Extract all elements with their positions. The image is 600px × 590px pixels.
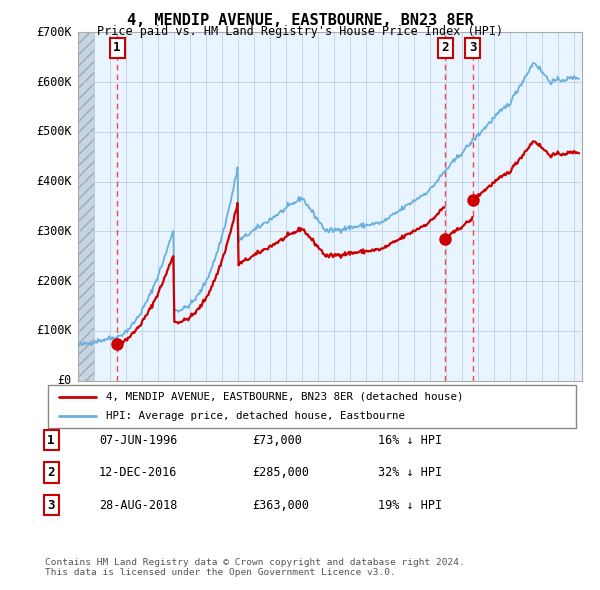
Text: Contains HM Land Registry data © Crown copyright and database right 2024.
This d: Contains HM Land Registry data © Crown c… <box>45 558 465 577</box>
Text: £300K: £300K <box>37 225 72 238</box>
Text: 1: 1 <box>113 41 121 54</box>
Text: £0: £0 <box>58 374 72 387</box>
Text: 2: 2 <box>442 41 449 54</box>
Text: £73,000: £73,000 <box>252 434 302 447</box>
Text: 32% ↓ HPI: 32% ↓ HPI <box>378 466 442 479</box>
Text: £400K: £400K <box>37 175 72 188</box>
Text: 12-DEC-2016: 12-DEC-2016 <box>99 466 178 479</box>
Text: £600K: £600K <box>37 76 72 88</box>
Text: 4, MENDIP AVENUE, EASTBOURNE, BN23 8ER: 4, MENDIP AVENUE, EASTBOURNE, BN23 8ER <box>127 13 473 28</box>
Text: HPI: Average price, detached house, Eastbourne: HPI: Average price, detached house, East… <box>106 411 405 421</box>
Bar <box>78 32 94 381</box>
Text: 3: 3 <box>469 41 476 54</box>
Text: £500K: £500K <box>37 126 72 139</box>
Text: 1: 1 <box>47 434 55 447</box>
Text: 16% ↓ HPI: 16% ↓ HPI <box>378 434 442 447</box>
FancyBboxPatch shape <box>48 385 576 428</box>
Text: £285,000: £285,000 <box>252 466 309 479</box>
Text: £200K: £200K <box>37 274 72 287</box>
Text: 3: 3 <box>47 499 55 512</box>
Text: 4, MENDIP AVENUE, EASTBOURNE, BN23 8ER (detached house): 4, MENDIP AVENUE, EASTBOURNE, BN23 8ER (… <box>106 392 464 402</box>
Text: £363,000: £363,000 <box>252 499 309 512</box>
Text: 2: 2 <box>47 466 55 479</box>
Text: £100K: £100K <box>37 324 72 337</box>
Text: £700K: £700K <box>37 26 72 39</box>
Text: 28-AUG-2018: 28-AUG-2018 <box>99 499 178 512</box>
Text: Price paid vs. HM Land Registry's House Price Index (HPI): Price paid vs. HM Land Registry's House … <box>97 25 503 38</box>
Text: 19% ↓ HPI: 19% ↓ HPI <box>378 499 442 512</box>
Text: 07-JUN-1996: 07-JUN-1996 <box>99 434 178 447</box>
